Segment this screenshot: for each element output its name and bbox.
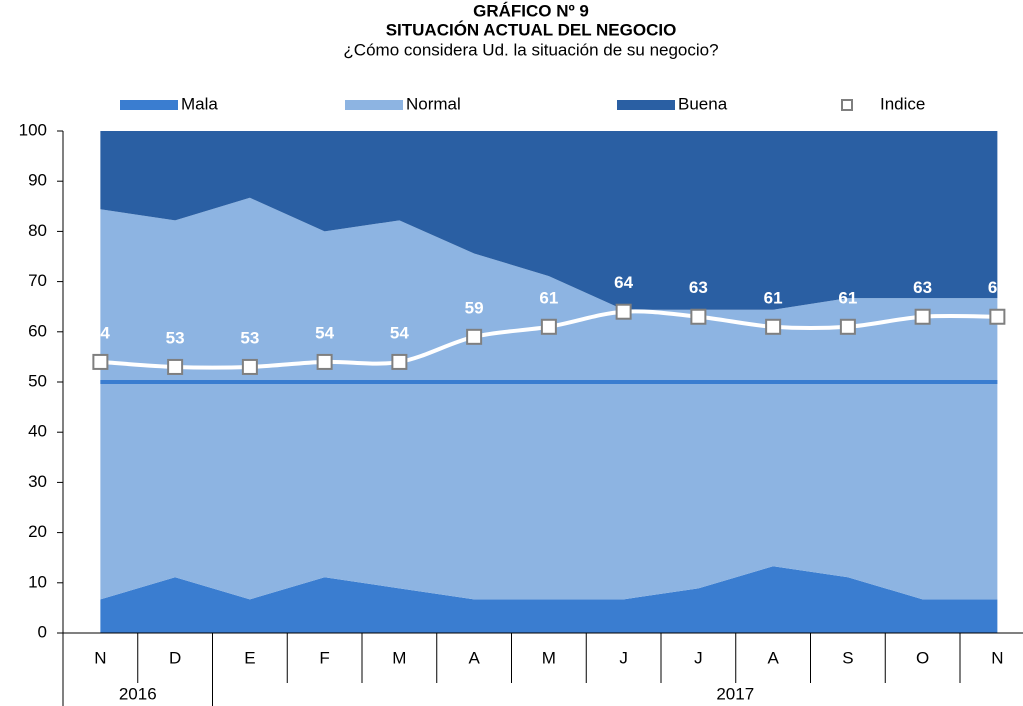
data-label: 64 [614, 273, 633, 292]
index-marker [316, 353, 333, 370]
x-tick-label: J [619, 648, 628, 667]
y-tick-label: 80 [28, 221, 47, 240]
index-marker [765, 318, 782, 335]
year-label: 2017 [716, 684, 754, 703]
index-marker [839, 318, 856, 335]
x-tick-label: A [468, 648, 480, 667]
x-tick-label: D [169, 648, 181, 667]
y-tick-label: 60 [28, 321, 47, 340]
x-tick-label: O [916, 648, 929, 667]
index-marker [989, 308, 1006, 325]
data-label: 53 [166, 328, 185, 347]
data-label: 59 [465, 298, 484, 317]
data-label: 63 [689, 278, 708, 297]
x-tick-label: M [392, 648, 406, 667]
data-label: 54 [390, 323, 409, 342]
legend-label: Buena [678, 94, 728, 113]
index-marker [690, 308, 707, 325]
x-tick-label: N [991, 648, 1003, 667]
index-marker [92, 353, 109, 370]
chart-subtitle: SITUACIÓN ACTUAL DEL NEGOCIO [386, 20, 677, 39]
data-label: 54 [315, 323, 334, 342]
data-label: 63 [988, 278, 1007, 297]
x-tick-label: E [244, 648, 255, 667]
index-marker [914, 308, 931, 325]
index-marker [540, 318, 557, 335]
y-tick-label: 30 [28, 472, 47, 491]
y-tick-label: 10 [28, 572, 47, 591]
data-label: 54 [91, 323, 110, 342]
legend-label: Normal [406, 94, 461, 113]
data-label: 61 [838, 288, 857, 307]
y-tick-label: 100 [19, 120, 47, 139]
legend-swatch [120, 100, 178, 110]
x-tick-label: S [842, 648, 853, 667]
legend-label: Indice [880, 94, 925, 113]
data-label: 53 [240, 328, 259, 347]
data-label: 61 [539, 288, 558, 307]
x-tick-label: M [542, 648, 556, 667]
y-tick-label: 0 [38, 622, 47, 641]
legend-swatch [841, 99, 853, 111]
data-label: 61 [764, 288, 783, 307]
legend-label: Mala [181, 94, 218, 113]
index-marker [391, 353, 408, 370]
chart-question: ¿Cómo considera Ud. la situación de su n… [343, 40, 718, 59]
area-normal [100, 197, 998, 600]
x-tick-label: F [319, 648, 329, 667]
index-marker [241, 358, 258, 375]
x-tick-label: J [694, 648, 703, 667]
legend-swatch [345, 100, 403, 110]
x-tick-label: N [94, 648, 106, 667]
area-mala [100, 566, 998, 633]
y-tick-label: 70 [28, 271, 47, 290]
chart-title: GRÁFICO Nº 9 [473, 1, 589, 20]
index-marker [615, 303, 632, 320]
y-tick-label: 50 [28, 371, 47, 390]
y-tick-label: 20 [28, 522, 47, 541]
index-marker [466, 328, 483, 345]
y-tick-label: 90 [28, 171, 47, 190]
year-label: 2016 [119, 684, 157, 703]
x-tick-label: A [767, 648, 779, 667]
legend-swatch [617, 100, 675, 110]
data-label: 63 [913, 278, 932, 297]
area-buena [100, 131, 998, 310]
y-tick-label: 40 [28, 422, 47, 441]
index-marker [167, 358, 184, 375]
